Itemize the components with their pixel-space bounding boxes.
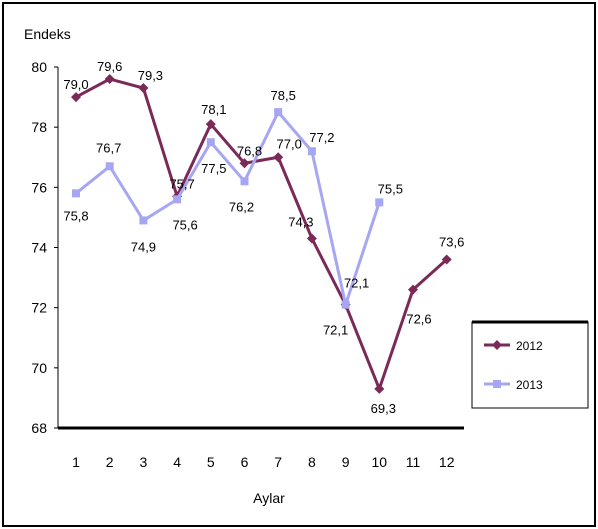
data-label-2013: 76,7	[96, 140, 121, 155]
y-axis-title: Endeks	[24, 26, 71, 42]
data-label-2012: 75,7	[169, 176, 194, 191]
series-layer: 79,0 79,6 79,3 75,7 78,1 76,8 77,0 74,3 72,1 69,3…	[63, 59, 464, 416]
x-tick-label: 11	[406, 454, 421, 470]
data-label-2013: 75,6	[172, 217, 197, 232]
data-point-2013	[240, 177, 249, 186]
legend-marker	[493, 380, 501, 388]
data-point-2013	[274, 108, 283, 117]
x-tick-label: 9	[342, 454, 350, 470]
data-point-2013	[206, 138, 215, 147]
x-tick-label: 5	[207, 454, 215, 470]
x-tick-label: 6	[241, 454, 249, 470]
legend: 2012 2013	[471, 320, 589, 409]
data-point-2012	[441, 254, 452, 265]
y-tick-label: 76	[31, 179, 47, 195]
data-label-2012: 69,3	[371, 401, 396, 416]
x-tick-label: 7	[274, 454, 282, 470]
data-label-2012: 78,1	[201, 102, 226, 117]
data-label-2013: 76,2	[229, 199, 254, 214]
data-label-2013: 78,5	[271, 88, 296, 103]
series-line-2012	[75, 77, 448, 391]
x-tick-label: 12	[439, 454, 455, 470]
x-axis-title: Aylar	[253, 490, 285, 506]
y-tick-label: 80	[31, 59, 47, 75]
x-tick-label: 8	[308, 454, 316, 470]
data-label-2013: 77,2	[309, 130, 334, 145]
data-point-2012	[205, 119, 216, 130]
data-point-2013	[375, 198, 384, 207]
data-label-2012: 72,6	[406, 312, 431, 327]
series-line-2013	[75, 110, 381, 307]
y-tick-label: 74	[31, 240, 47, 256]
data-point-2012	[138, 83, 149, 94]
legend-marker	[492, 340, 502, 350]
data-point-2012	[306, 233, 317, 244]
x-tick-label: 3	[140, 454, 148, 470]
data-label-2012: 77,0	[277, 136, 302, 151]
y-tick-label: 72	[31, 300, 47, 316]
data-label-2012: 72,1	[323, 323, 348, 338]
legend-label-2012: 2012	[516, 339, 543, 353]
data-point-2012	[104, 74, 115, 85]
data-point-2013	[139, 216, 148, 225]
data-point-2013	[341, 300, 350, 309]
data-point-2012	[273, 152, 284, 163]
data-label-2012: 79,6	[97, 59, 122, 74]
data-point-2013	[307, 147, 316, 156]
data-label-2012: 74,3	[288, 214, 313, 229]
y-tick-label: 70	[31, 360, 47, 376]
data-point-2013	[173, 195, 182, 204]
data-point-2012	[71, 92, 81, 103]
x-tick-label: 2	[106, 454, 114, 470]
data-label-2013: 74,9	[131, 239, 156, 254]
data-point-2013	[105, 162, 114, 171]
series-2012	[71, 74, 452, 394]
data-label-2012: 73,6	[439, 235, 464, 250]
y-tick-label: 78	[31, 119, 47, 135]
data-label-2013: 75,8	[63, 208, 88, 223]
data-label-2012: 79,0	[63, 77, 88, 92]
data-label-2013: 75,5	[378, 181, 403, 196]
legend-label-2013: 2013	[516, 378, 543, 392]
data-point-2013	[72, 189, 80, 198]
data-label-2013: 72,1	[344, 276, 369, 291]
x-tick-label: 1	[72, 454, 80, 470]
data-point-2012	[408, 284, 418, 295]
data-label-2012: 76,8	[237, 143, 262, 158]
x-tick-label: 4	[173, 454, 181, 470]
x-tick-label: 10	[372, 454, 388, 470]
series-2013	[72, 108, 384, 309]
data-point-2012	[239, 158, 250, 169]
legend-box	[471, 321, 589, 409]
data-label-2012: 79,3	[138, 68, 163, 83]
data-label-2013: 77,5	[201, 161, 226, 176]
y-tick-label: 68	[31, 420, 47, 436]
data-point-2012	[374, 383, 385, 394]
